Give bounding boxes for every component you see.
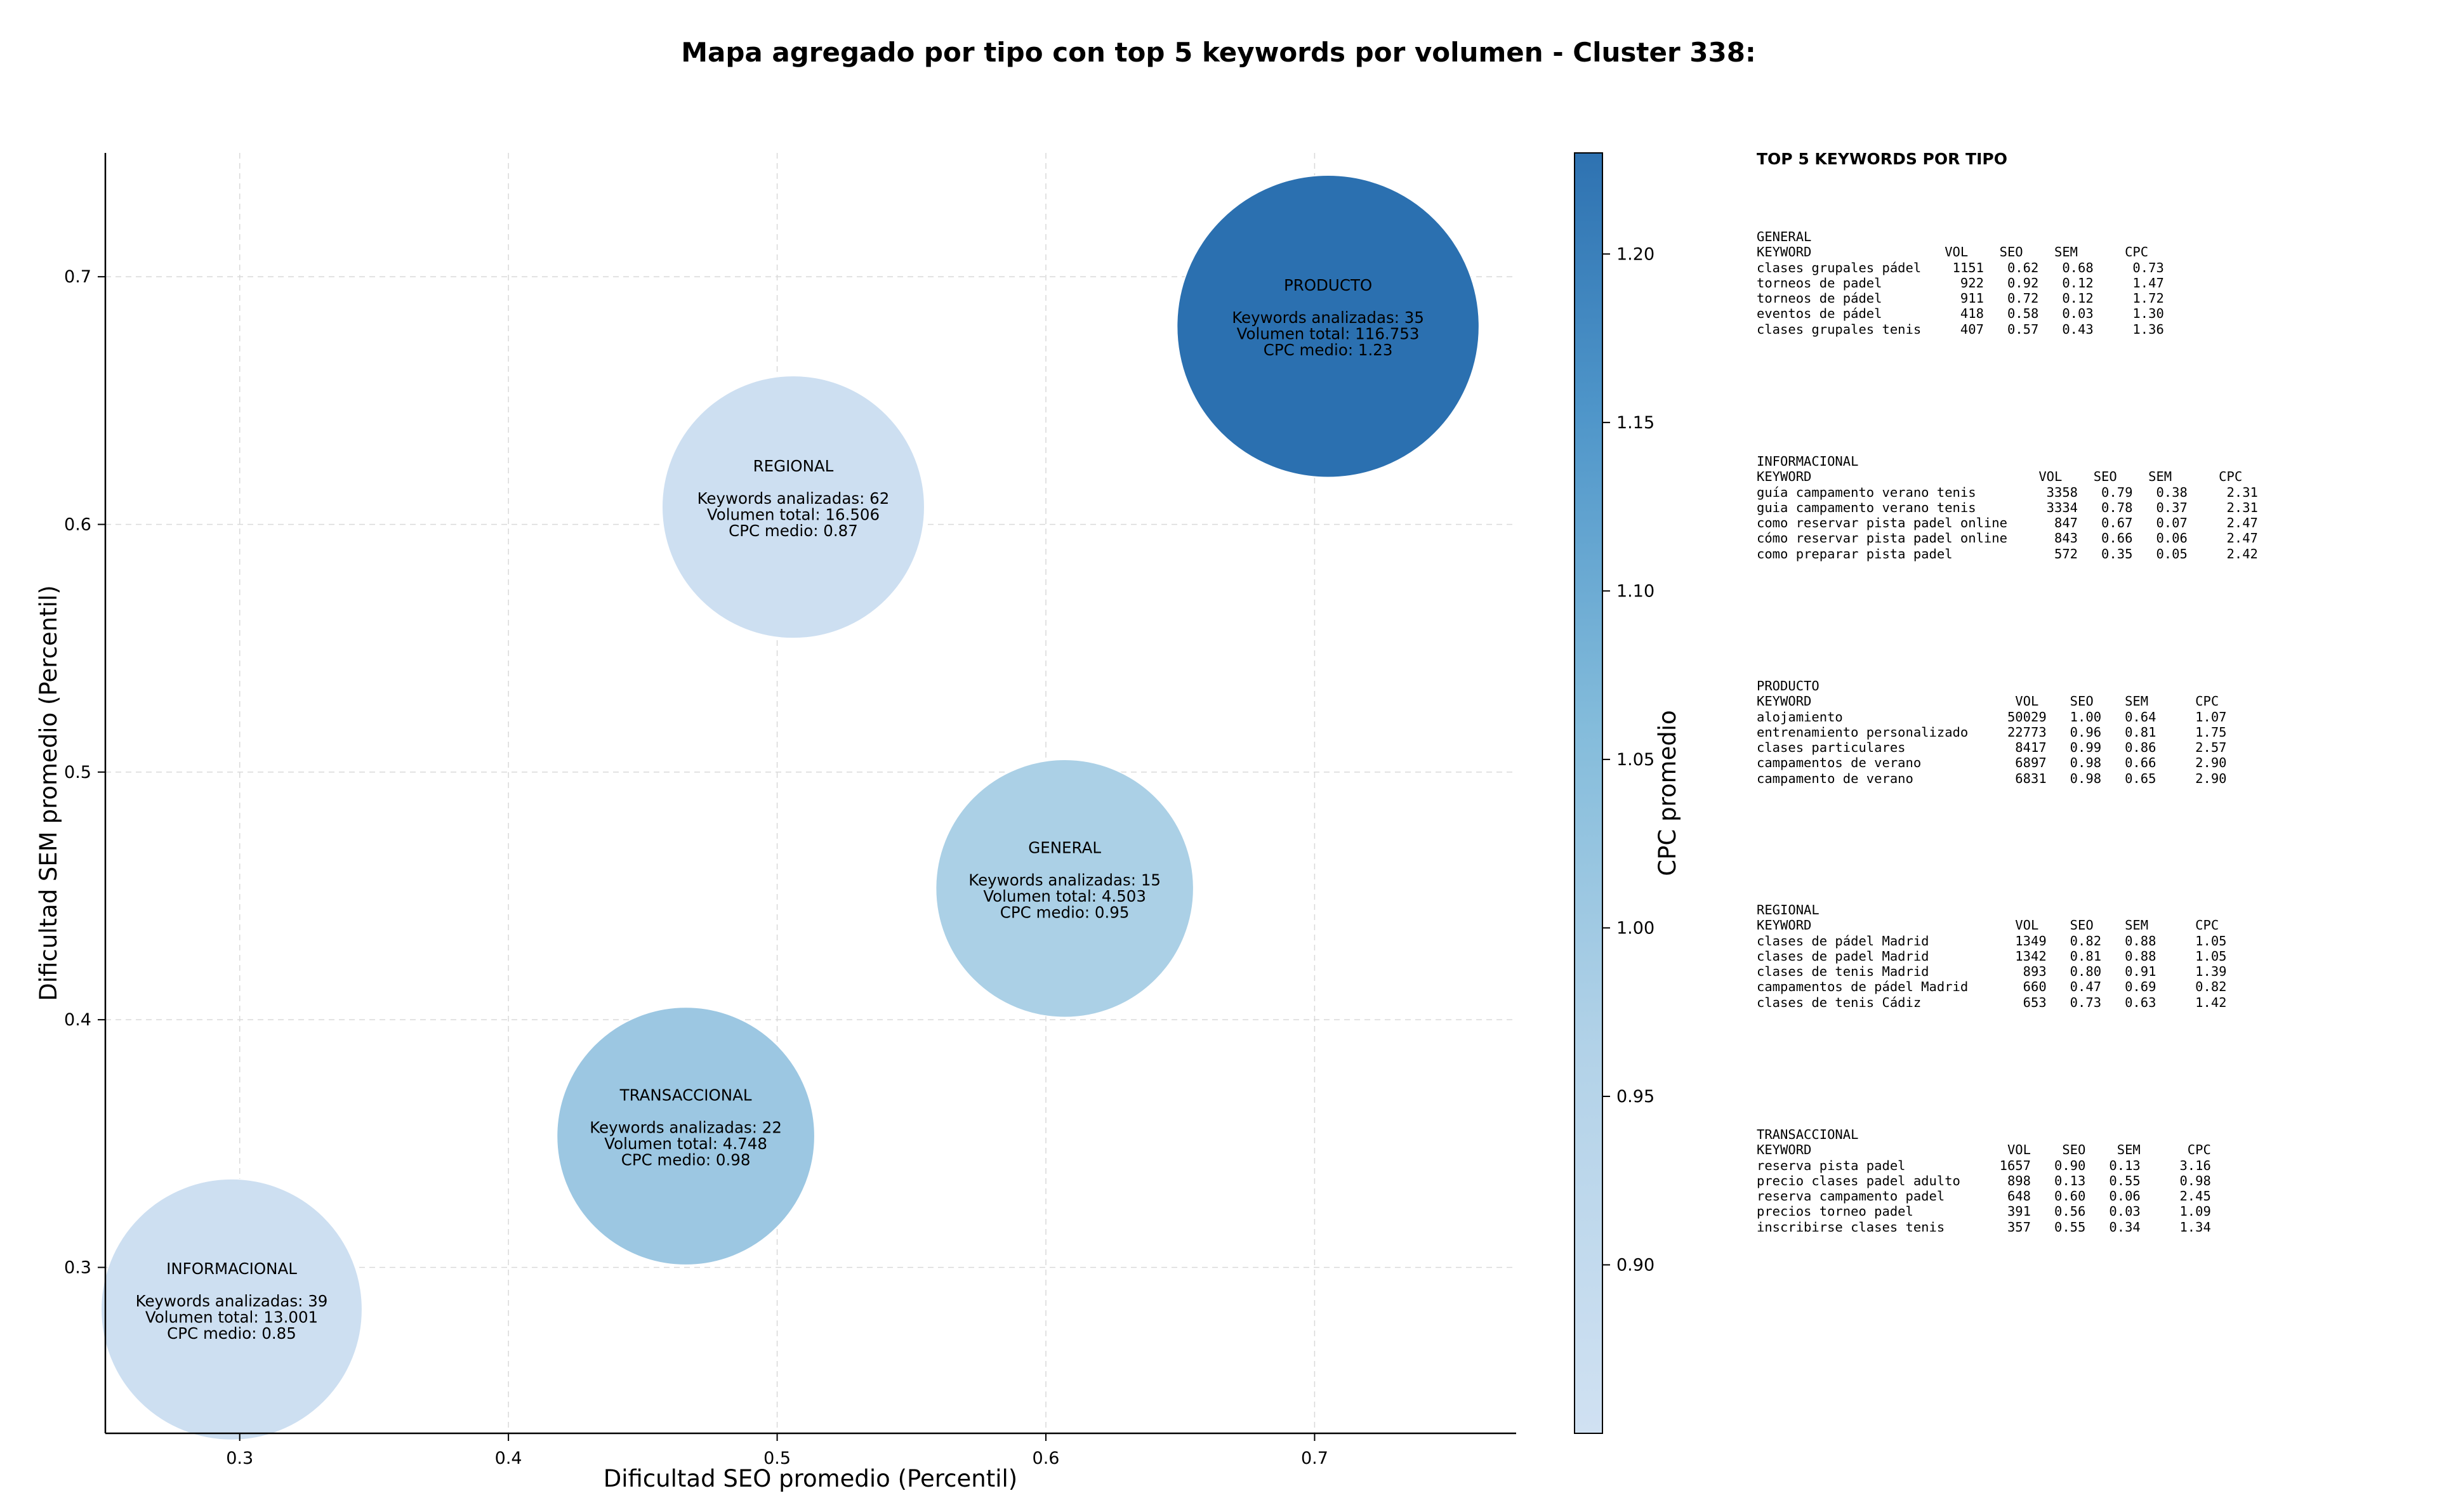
colorbar-gradient xyxy=(1574,152,1603,1434)
axes xyxy=(104,153,1516,1435)
bubble-producto xyxy=(1176,174,1480,478)
y-axis-label: Dificultad SEM promedio (Percentil) xyxy=(35,585,62,1001)
bubble-label: INFORMACIONAL xyxy=(166,1259,297,1278)
bubble-informacional xyxy=(100,1178,363,1441)
bubble-label: Keywords analizadas: 39 xyxy=(136,1292,328,1310)
bubble-label: TRANSACCIONAL xyxy=(619,1086,752,1105)
colorbar-tick-label: 0.95 xyxy=(1616,1087,1654,1107)
x-ticks: 0.3 0.4 0.5 0.6 0.7 xyxy=(226,1433,1328,1468)
keyword-table-producto: PRODUCTO KEYWORD VOL SEO SEM CPC alojami… xyxy=(1757,678,2227,786)
colorbar-ticks: 0.90 0.95 1.00 1.05 1.10 1.15 1.20 xyxy=(1602,244,1654,1275)
bubble-label: GENERAL xyxy=(1028,838,1101,857)
colorbar-label: CPC promedio xyxy=(1654,710,1681,876)
bubble-label: Volumen total: 116.753 xyxy=(1237,325,1420,343)
colorbar: 0.90 0.95 1.00 1.05 1.10 1.15 1.20 CPC promedi… xyxy=(1574,152,1681,1434)
keyword-table-general: GENERAL KEYWORD VOL SEO SEM CPC clases g… xyxy=(1757,229,2164,337)
bubble-label: REGIONAL xyxy=(753,457,834,475)
bubble-general xyxy=(935,759,1194,1018)
bubble-label: CPC medio: 1.23 xyxy=(1264,341,1393,359)
y-ticks: 0.3 0.4 0.5 0.6 0.7 xyxy=(64,267,105,1277)
keyword-block-regional: REGIONAL KEYWORD VOL SEO SEM CPC clases … xyxy=(1757,902,2227,1010)
y-tick-label: 0.5 xyxy=(64,763,91,782)
grid xyxy=(105,153,1516,1433)
bubble-label: Volumen total: 4.748 xyxy=(604,1134,767,1153)
keyword-block-producto: PRODUCTO KEYWORD VOL SEO SEM CPC alojami… xyxy=(1757,678,2227,786)
bubble-label: CPC medio: 0.98 xyxy=(621,1151,751,1169)
y-tick-label: 0.4 xyxy=(64,1010,91,1030)
colorbar-tick-label: 1.20 xyxy=(1616,244,1654,264)
bubble-transaccional xyxy=(556,1006,816,1266)
bubble-label: Volumen total: 4.503 xyxy=(983,887,1146,905)
bubble-label: Keywords analizadas: 22 xyxy=(590,1119,782,1137)
bubble-label: CPC medio: 0.95 xyxy=(1000,903,1130,921)
x-axis-label: Dificultad SEO promedio (Percentil) xyxy=(604,1465,1017,1492)
bubble-label: CPC medio: 0.87 xyxy=(729,522,858,540)
y-tick-label: 0.6 xyxy=(64,515,91,534)
keyword-table-informacional: INFORMACIONAL KEYWORD VOL SEO SEM CPC gu… xyxy=(1757,454,2258,562)
keyword-block-general: GENERAL KEYWORD VOL SEO SEM CPC clases g… xyxy=(1757,229,2164,337)
x-tick-label: 0.7 xyxy=(1301,1449,1328,1468)
y-tick-label: 0.7 xyxy=(64,267,91,287)
bubble-label: Keywords analizadas: 15 xyxy=(968,871,1161,889)
y-tick-label: 0.3 xyxy=(64,1258,91,1277)
colorbar-tick-label: 1.15 xyxy=(1616,413,1654,433)
colorbar-tick-label: 1.05 xyxy=(1616,750,1654,770)
keyword-table-transaccional: TRANSACCIONAL KEYWORD VOL SEO SEM CPC re… xyxy=(1757,1127,2211,1235)
bubble-label: Volumen total: 16.506 xyxy=(707,506,880,524)
top-keywords-panel: TOP 5 KEYWORDS POR TIPO GENERAL KEYWORD … xyxy=(1757,150,2429,1292)
bubble-label: CPC medio: 0.85 xyxy=(167,1324,296,1343)
colorbar-tick-label: 1.00 xyxy=(1616,918,1654,938)
panel-title: TOP 5 KEYWORDS POR TIPO xyxy=(1757,150,2007,168)
colorbar-tick-label: 0.90 xyxy=(1616,1255,1654,1275)
bubble-label: PRODUCTO xyxy=(1284,276,1372,294)
keyword-table-regional: REGIONAL KEYWORD VOL SEO SEM CPC clases … xyxy=(1757,902,2227,1010)
bubble-regional xyxy=(661,375,925,639)
bubble-label: Keywords analizadas: 35 xyxy=(1232,308,1424,327)
keyword-block-transaccional: TRANSACCIONAL KEYWORD VOL SEO SEM CPC re… xyxy=(1757,1127,2211,1235)
bubble-label: Keywords analizadas: 62 xyxy=(697,489,890,508)
chart-title: Mapa agregado por tipo con top 5 keyword… xyxy=(681,37,1756,68)
colorbar-tick-label: 1.10 xyxy=(1616,581,1654,601)
x-tick-label: 0.6 xyxy=(1033,1449,1060,1468)
x-tick-label: 0.4 xyxy=(495,1449,522,1468)
x-tick-label: 0.3 xyxy=(226,1449,253,1468)
x-tick-label: 0.5 xyxy=(763,1449,791,1468)
keyword-block-informacional: INFORMACIONAL KEYWORD VOL SEO SEM CPC gu… xyxy=(1757,454,2258,562)
bubble-label: Volumen total: 13.001 xyxy=(145,1308,318,1326)
